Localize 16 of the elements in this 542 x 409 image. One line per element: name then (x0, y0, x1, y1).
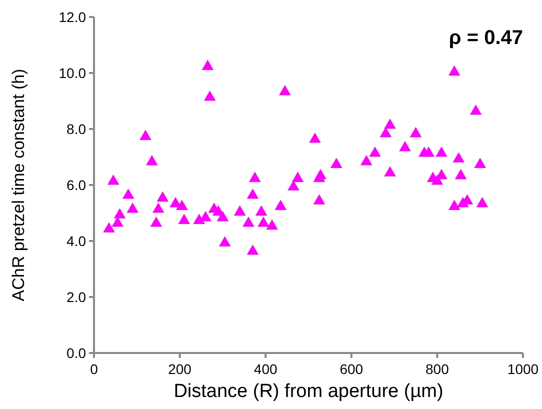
y-tick-label: 4.0 (66, 233, 86, 249)
y-tick-label: 8.0 (66, 121, 86, 137)
x-axis-title: Distance (R) from aperture (µm) (174, 381, 444, 402)
y-tick-label: 2.0 (66, 289, 86, 305)
y-tick-label: 12.0 (58, 9, 86, 25)
y-axis-title: AChR pretzel time constant (h) (9, 68, 28, 302)
annotation: ρ = 0.47 (448, 27, 523, 49)
x-tick-label: 400 (254, 361, 278, 377)
y-tick-label: 10.0 (58, 65, 86, 81)
x-tick-label: 1000 (507, 361, 539, 377)
y-tick-label: 0.0 (66, 345, 86, 361)
y-tick-label: 6.0 (66, 177, 86, 193)
x-tick-label: 0 (90, 361, 98, 377)
x-tick-label: 200 (168, 361, 192, 377)
x-tick-label: 600 (340, 361, 364, 377)
x-tick-label: 800 (426, 361, 450, 377)
